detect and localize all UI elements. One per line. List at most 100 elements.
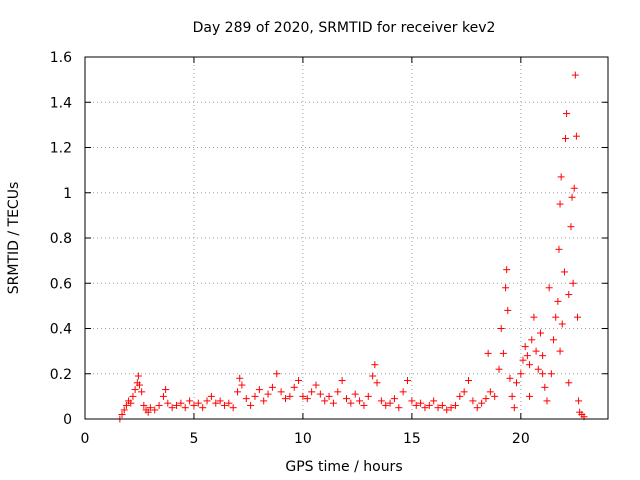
data-point (486, 388, 494, 396)
data-point (528, 336, 536, 344)
data-point (181, 404, 189, 412)
data-point (382, 401, 390, 409)
data-point (425, 401, 433, 409)
data-point (242, 395, 250, 403)
data-point (129, 392, 137, 400)
data-point (508, 392, 516, 400)
data-point (199, 404, 207, 412)
data-point (303, 395, 311, 403)
data-point (417, 399, 425, 407)
data-point (510, 404, 518, 412)
data-point (173, 401, 181, 409)
data-point (473, 404, 481, 412)
y-tick-label: 1 (63, 186, 72, 202)
data-point (390, 395, 398, 403)
data-point (519, 356, 527, 364)
y-tick-label: 0.2 (50, 367, 72, 383)
data-point (135, 381, 143, 389)
data-point (556, 347, 564, 355)
x-tick-label: 10 (294, 431, 312, 447)
data-point (434, 404, 442, 412)
data-point (151, 406, 159, 414)
data-point (216, 397, 224, 405)
tick-labels: 0 5 10 15 20 0 0.2 0.4 0.6 0.8 1 1.2 1.4 1.6 (50, 50, 530, 447)
data-point (369, 372, 377, 380)
data-point (356, 397, 364, 405)
y-tick-label: 1.6 (50, 50, 72, 66)
data-point (404, 377, 412, 385)
data-point (573, 313, 581, 321)
data-point (430, 397, 438, 405)
data-point (386, 399, 394, 407)
data-point (572, 132, 580, 140)
data-point (277, 388, 285, 396)
data-point (155, 401, 163, 409)
y-tick-label: 0 (63, 412, 72, 428)
data-point (308, 388, 316, 396)
data-point (495, 365, 503, 373)
y-axis-label: SRMTID / TECUs (6, 182, 22, 295)
data-point (521, 343, 529, 351)
data-point (482, 395, 490, 403)
data-points (116, 71, 588, 423)
data-point (343, 395, 350, 403)
data-point (412, 401, 420, 409)
data-point (484, 349, 492, 357)
data-point (552, 313, 560, 321)
data-point (371, 361, 379, 369)
data-point (563, 110, 571, 118)
data-point (575, 397, 583, 405)
data-point (194, 399, 202, 407)
data-point (504, 306, 512, 314)
data-point (347, 399, 355, 407)
data-point (159, 392, 167, 400)
x-tick-label: 0 (81, 431, 90, 447)
data-point (530, 313, 538, 321)
data-point (506, 374, 514, 382)
data-point (557, 173, 565, 181)
plot-frame (84, 56, 609, 420)
data-point (118, 410, 126, 418)
data-point (251, 392, 259, 400)
data-point (236, 374, 244, 382)
data-point (260, 397, 268, 405)
data-point (268, 383, 276, 391)
data-point (545, 284, 553, 292)
data-point (502, 284, 510, 292)
data-point (238, 381, 246, 389)
data-point (539, 370, 547, 378)
data-point (451, 401, 459, 409)
data-point (408, 397, 416, 405)
data-point (234, 388, 242, 396)
data-point (523, 352, 531, 360)
data-point (395, 404, 403, 412)
data-point (497, 325, 505, 332)
y-tick-label: 0.8 (50, 231, 72, 247)
data-point (299, 392, 307, 400)
data-point (438, 401, 446, 409)
data-point (565, 379, 573, 387)
data-point (329, 399, 337, 407)
data-point (526, 361, 534, 369)
data-point (138, 388, 146, 396)
y-tick-label: 0.4 (50, 322, 72, 338)
data-point (177, 399, 185, 407)
data-point (134, 372, 142, 380)
data-point (534, 365, 542, 373)
data-point (569, 279, 577, 287)
data-point (164, 399, 172, 407)
data-point (568, 193, 576, 201)
data-point (541, 383, 549, 391)
data-point (273, 370, 281, 378)
data-point (186, 397, 194, 405)
data-point (571, 71, 579, 79)
data-point (281, 395, 289, 403)
data-point (554, 297, 562, 305)
data-point (290, 383, 298, 391)
data-point (570, 184, 578, 192)
data-point (321, 397, 329, 405)
data-point (225, 399, 233, 407)
data-point (399, 388, 407, 396)
data-point (127, 399, 135, 407)
